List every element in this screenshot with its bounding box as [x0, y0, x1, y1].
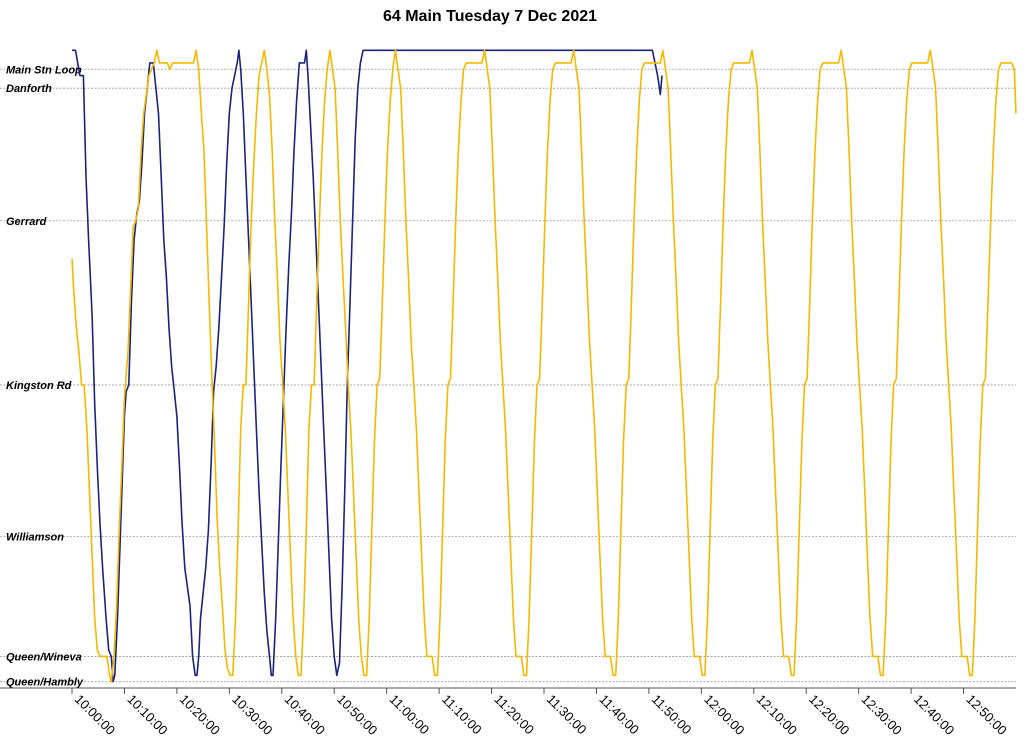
x-tick-label: 10:10:00: [124, 692, 170, 738]
stop-label: Queen/Hambly: [6, 677, 84, 689]
x-tick-label: 12:00:00: [701, 692, 747, 738]
x-tick-label: 11:20:00: [491, 692, 537, 738]
stop-label: Gerrard: [6, 216, 47, 228]
stop-label: Queen/Wineva: [6, 651, 82, 663]
stop-label: Main Stn Loop: [6, 64, 82, 76]
stop-label: Kingston Rd: [6, 380, 72, 392]
x-tick-label: 11:00:00: [387, 692, 433, 738]
x-tick-label: 10:40:00: [282, 692, 328, 738]
series-lines: [71, 49, 1017, 683]
x-tick-label: 12:40:00: [911, 692, 957, 738]
x-tick-label: 12:10:00: [754, 692, 800, 738]
x-tick-label: 12:50:00: [963, 692, 1009, 738]
x-tick-label: 10:30:00: [229, 692, 275, 738]
x-tick-label: 10:50:00: [334, 692, 380, 738]
stop-label: Williamson: [6, 531, 64, 543]
x-tick-label: 11:40:00: [596, 692, 642, 738]
x-tick-label: 12:30:00: [859, 692, 905, 738]
gridlines: [0, 68, 1016, 683]
series-line-1: [71, 49, 1017, 683]
x-tick-label: 10:00:00: [72, 692, 118, 738]
x-tick-label: 11:10:00: [439, 692, 485, 738]
x-tick-label: 11:30:00: [544, 692, 590, 738]
series-line-0: [72, 49, 663, 683]
x-tick-label: 12:20:00: [806, 692, 852, 738]
chart-title: 64 Main Tuesday 7 Dec 2021: [383, 8, 597, 25]
stop-label: Danforth: [6, 83, 52, 95]
x-axis: 10:00:00 10:10:00 10:20:00 10:30:00 10:40:00…: [0, 687, 1016, 738]
stop-labels: Main Stn Loop Danforth Gerrard Kingston Rd W…: [6, 64, 84, 688]
x-tick-label: 10:20:00: [177, 692, 223, 738]
x-tick-label: 11:50:00: [649, 692, 695, 738]
